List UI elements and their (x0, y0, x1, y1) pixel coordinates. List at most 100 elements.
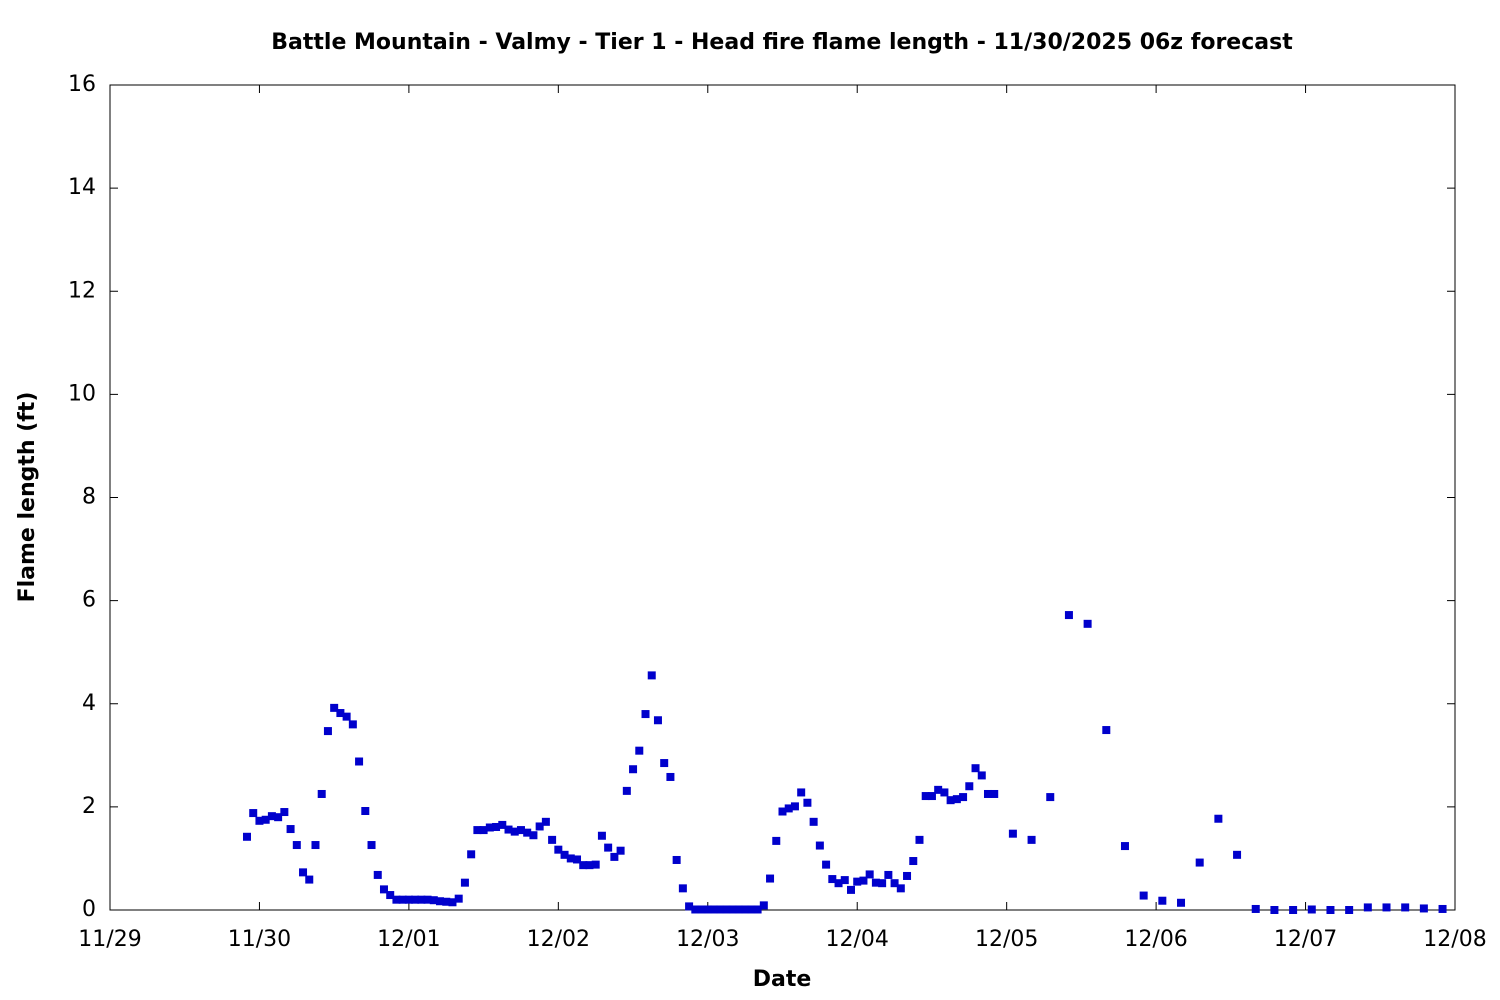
y-tick-label: 2 (82, 794, 96, 819)
point (597, 831, 606, 840)
point (790, 802, 799, 811)
point (890, 879, 899, 888)
point (442, 897, 451, 906)
point (1438, 904, 1447, 913)
point (398, 895, 407, 904)
point (871, 878, 880, 887)
x-tick-label: 11/29 (78, 927, 141, 952)
point (1214, 814, 1223, 823)
chart-title: Battle Mountain - Valmy - Tier 1 - Head … (271, 30, 1293, 55)
x-axis-label: Date (753, 967, 812, 992)
point (741, 905, 750, 914)
point (504, 825, 513, 834)
point (896, 884, 905, 893)
point (541, 817, 550, 826)
point (1401, 903, 1410, 912)
x-tick-label: 12/08 (1423, 927, 1486, 952)
point (1326, 906, 1335, 914)
point (1289, 906, 1298, 914)
point (903, 871, 912, 880)
point (1307, 905, 1316, 914)
point (672, 855, 681, 864)
point (1102, 726, 1111, 735)
point (348, 720, 357, 729)
y-tick-label: 12 (68, 278, 96, 303)
point (685, 902, 694, 911)
point (1083, 619, 1092, 628)
point (274, 813, 283, 822)
point (1046, 793, 1055, 802)
y-tick-label: 14 (68, 175, 96, 200)
x-tick-label: 12/06 (1124, 927, 1187, 952)
point (1345, 906, 1354, 914)
point (747, 905, 756, 914)
point (610, 852, 619, 861)
point (604, 843, 613, 852)
y-tick-label: 0 (82, 897, 96, 922)
point (560, 850, 569, 859)
point (915, 835, 924, 844)
point (261, 815, 270, 824)
point (342, 712, 351, 721)
x-tick-label: 12/01 (377, 927, 440, 952)
point (467, 850, 476, 859)
point (379, 885, 388, 894)
point (691, 905, 700, 914)
point (1382, 903, 1391, 912)
x-tick-label: 12/05 (975, 927, 1038, 952)
point (990, 789, 999, 798)
point (772, 836, 781, 845)
point (535, 822, 544, 831)
point (1270, 906, 1279, 914)
point (280, 808, 289, 817)
point (392, 895, 401, 904)
point (436, 897, 445, 906)
y-tick-label: 4 (82, 691, 96, 716)
point (971, 764, 980, 773)
point (529, 831, 538, 840)
point (361, 807, 370, 815)
point (473, 826, 482, 835)
point (983, 789, 992, 798)
point (822, 860, 831, 869)
point (815, 841, 824, 850)
point (977, 771, 986, 780)
point (305, 875, 314, 884)
point (373, 870, 382, 879)
point (840, 876, 849, 885)
point (940, 788, 949, 797)
point (1363, 903, 1372, 912)
point (616, 846, 625, 855)
point (267, 812, 276, 821)
point (460, 878, 469, 887)
point (703, 905, 712, 914)
point (660, 759, 669, 768)
point (753, 905, 762, 914)
point (778, 807, 787, 816)
point (622, 786, 631, 795)
point (722, 905, 731, 914)
y-tick-label: 16 (68, 72, 96, 97)
point (242, 832, 251, 841)
point (523, 828, 532, 837)
point (585, 861, 594, 870)
point (330, 703, 339, 712)
point (809, 817, 818, 826)
point (317, 789, 326, 798)
point (510, 827, 519, 836)
y-tick-label: 6 (82, 588, 96, 613)
point (1233, 850, 1242, 859)
point (1158, 896, 1167, 905)
x-tick-label: 12/02 (527, 927, 590, 952)
point (423, 895, 432, 904)
point (492, 822, 501, 831)
point (965, 782, 974, 791)
point (728, 905, 737, 914)
point (516, 826, 525, 835)
x-tick-label: 12/03 (676, 927, 739, 952)
point (448, 898, 457, 907)
point (766, 874, 775, 883)
